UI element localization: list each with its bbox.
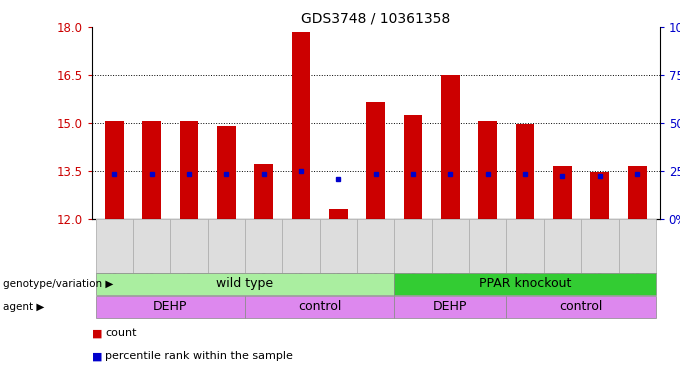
Text: control: control (298, 300, 341, 313)
Bar (329, 209, 347, 219)
Text: count: count (105, 328, 137, 338)
Bar (254, 164, 273, 219)
Text: percentile rank within the sample: percentile rank within the sample (105, 351, 293, 361)
Text: genotype/variation ▶: genotype/variation ▶ (3, 279, 114, 289)
Bar (105, 121, 124, 219)
Title: GDS3748 / 10361358: GDS3748 / 10361358 (301, 12, 450, 26)
Text: DEHP: DEHP (433, 300, 468, 313)
Text: wild type: wild type (216, 277, 273, 290)
Text: PPAR knockout: PPAR knockout (479, 277, 571, 290)
Text: control: control (560, 300, 603, 313)
Text: DEHP: DEHP (153, 300, 188, 313)
Bar (404, 115, 422, 219)
Bar (367, 102, 385, 219)
Bar (217, 126, 235, 219)
Bar (479, 121, 497, 219)
Text: ■: ■ (92, 328, 102, 338)
Bar (180, 121, 199, 219)
Bar (590, 172, 609, 219)
Bar (441, 75, 460, 219)
Bar (292, 31, 310, 219)
Bar (553, 166, 572, 219)
Bar (628, 166, 647, 219)
Bar (142, 121, 161, 219)
Text: ■: ■ (92, 351, 102, 361)
Bar (516, 124, 534, 219)
Text: agent ▶: agent ▶ (3, 302, 45, 312)
